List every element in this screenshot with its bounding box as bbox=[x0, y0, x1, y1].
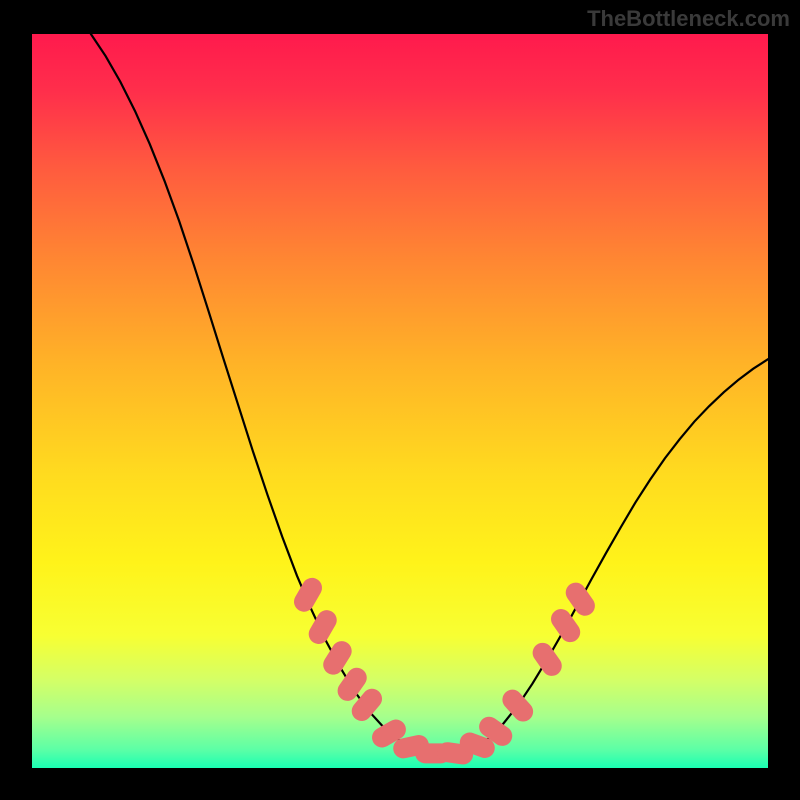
chart-background bbox=[32, 34, 768, 768]
chart-svg bbox=[32, 34, 768, 768]
watermark-text: TheBottleneck.com bbox=[587, 6, 790, 32]
bottleneck-chart bbox=[32, 34, 768, 768]
